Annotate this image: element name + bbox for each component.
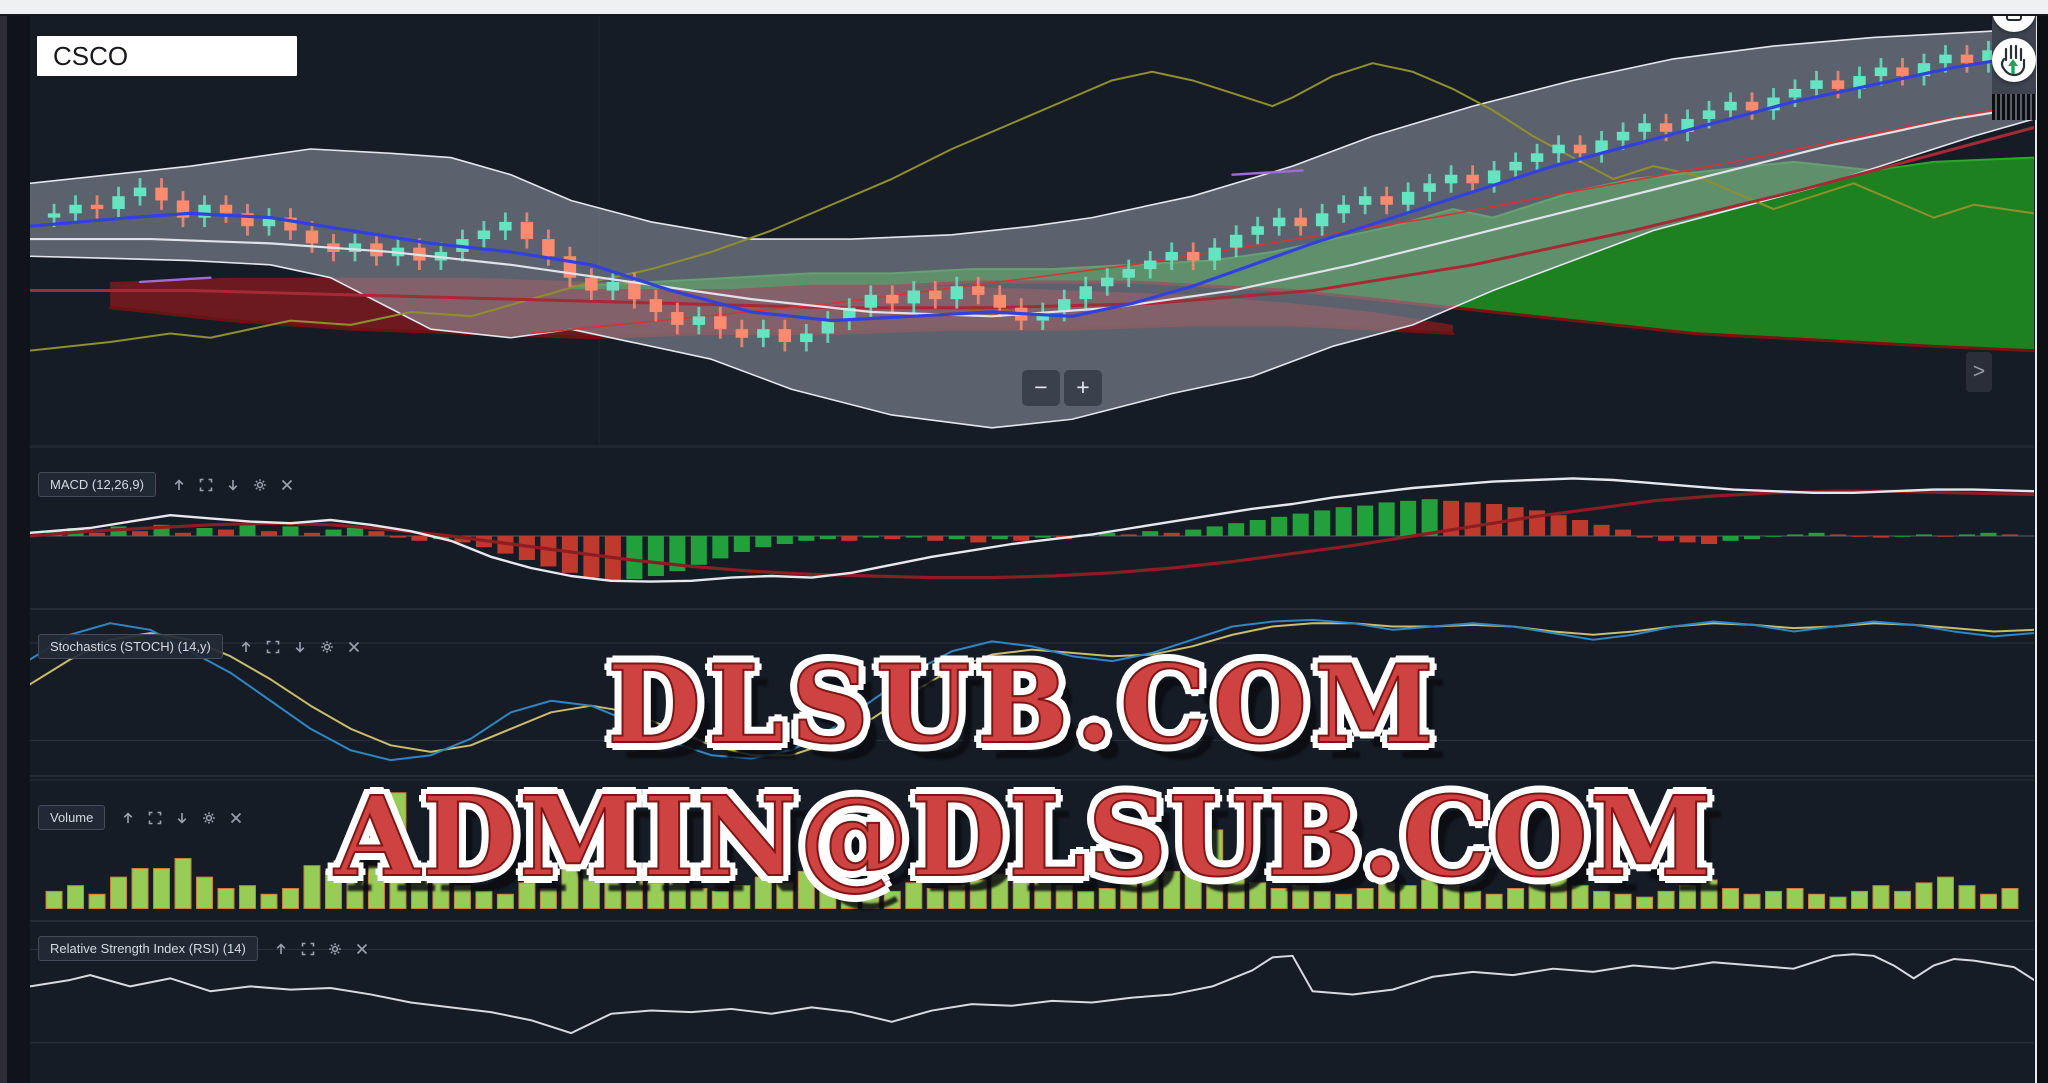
hand-raise-icon-button[interactable] xyxy=(1992,38,2036,82)
move-up-icon[interactable] xyxy=(239,640,253,654)
maximize-icon[interactable] xyxy=(266,640,280,654)
macd-chart-canvas[interactable] xyxy=(30,448,2034,608)
main-price-chart-canvas[interactable] xyxy=(30,16,2034,445)
move-down-icon[interactable] xyxy=(293,640,307,654)
watermark-line2: ADMIN@DLSUB.COM xyxy=(333,771,1714,902)
symbol-search-box xyxy=(37,36,297,76)
stochastics-panel[interactable]: Stochastics (STOCH) (14,y) xyxy=(30,608,2034,775)
close-icon[interactable] xyxy=(229,811,243,825)
right-divider-line xyxy=(2035,16,2037,1083)
volume-header: Volume xyxy=(38,805,243,830)
rsi-header: Relative Strength Index (RSI) (14) xyxy=(38,936,369,961)
hand-raise-icon xyxy=(2000,44,2026,77)
close-icon[interactable] xyxy=(347,640,361,654)
maximize-icon[interactable] xyxy=(148,811,162,825)
right-edge-gutter xyxy=(2037,16,2048,1083)
browser-top-bar xyxy=(0,0,2048,16)
watermark-line1: DLSUB.COM xyxy=(606,641,1441,769)
stochastics-chart-canvas[interactable] xyxy=(30,610,2034,775)
volume-panel[interactable]: Volume xyxy=(30,775,2034,920)
volume-label[interactable]: Volume xyxy=(38,805,106,830)
move-up-icon[interactable] xyxy=(274,942,288,956)
volume-chart-canvas[interactable] xyxy=(30,777,2034,920)
rsi-chart-canvas[interactable] xyxy=(30,922,2034,1083)
main-price-panel[interactable]: − + xyxy=(30,16,2034,445)
macd-label[interactable]: MACD (12,26,9) xyxy=(38,472,156,497)
settings-gear-icon[interactable] xyxy=(253,478,267,492)
macd-header: MACD (12,26,9) xyxy=(38,472,294,497)
volume-toolbar xyxy=(121,811,243,825)
hatch-texture xyxy=(1992,94,2036,120)
settings-gear-icon[interactable] xyxy=(328,942,342,956)
rsi-toolbar xyxy=(274,942,369,956)
left-edge-rail xyxy=(0,14,30,1083)
stochastics-header: Stochastics (STOCH) (14,y) xyxy=(38,634,361,659)
close-icon[interactable] xyxy=(355,942,369,956)
expand-right-chevron[interactable]: > xyxy=(1966,352,1992,392)
zoom-out-button[interactable]: − xyxy=(1022,370,1060,406)
move-down-icon[interactable] xyxy=(175,811,189,825)
macd-toolbar xyxy=(172,478,294,492)
close-icon[interactable] xyxy=(280,478,294,492)
symbol-input[interactable] xyxy=(37,36,297,76)
right-icon-rail xyxy=(1992,0,2036,120)
move-down-icon[interactable] xyxy=(226,478,240,492)
macd-panel[interactable]: MACD (12,26,9) xyxy=(30,445,2034,608)
zoom-controls: − + xyxy=(1022,370,1102,406)
rsi-label[interactable]: Relative Strength Index (RSI) (14) xyxy=(38,936,258,961)
stochastics-toolbar xyxy=(239,640,361,654)
zoom-in-button[interactable]: + xyxy=(1064,370,1102,406)
maximize-icon[interactable] xyxy=(301,942,315,956)
settings-gear-icon[interactable] xyxy=(202,811,216,825)
stochastics-label[interactable]: Stochastics (STOCH) (14,y) xyxy=(38,634,223,659)
move-up-icon[interactable] xyxy=(121,811,135,825)
move-up-icon[interactable] xyxy=(172,478,186,492)
chart-panel-stack: − + MACD (12,26,9) Stochastic xyxy=(30,16,2034,1083)
settings-gear-icon[interactable] xyxy=(320,640,334,654)
rsi-panel[interactable]: Relative Strength Index (RSI) (14) xyxy=(30,920,2034,1083)
maximize-icon[interactable] xyxy=(199,478,213,492)
